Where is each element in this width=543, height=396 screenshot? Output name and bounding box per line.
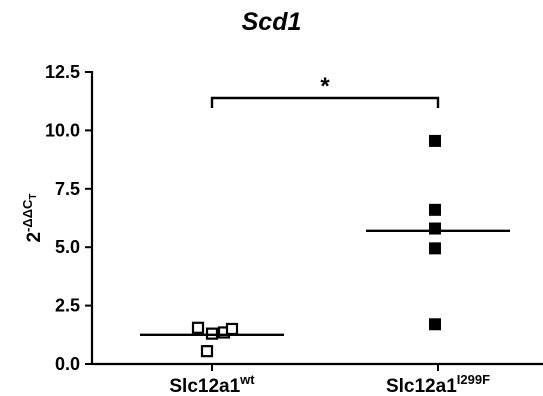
y-tick-label-4: 10.0 xyxy=(45,120,80,140)
point-s0-4 xyxy=(200,345,214,358)
point-s1-3 xyxy=(429,242,441,255)
y-tick-label-5: 12.5 xyxy=(45,62,80,82)
point-s1-2 xyxy=(429,222,441,235)
y-axis-label-group: 2-ΔΔCT xyxy=(20,193,45,242)
y-tick-label-0: 0.0 xyxy=(55,354,80,374)
data-points xyxy=(191,134,441,358)
axes xyxy=(90,71,543,371)
significance-star: * xyxy=(320,73,330,100)
x-category-labels: Slc12a1wt Slc12a1I299F xyxy=(169,372,490,396)
y-tick-label-2: 5.0 xyxy=(55,237,80,257)
point-s0-3 xyxy=(225,322,239,336)
y-tick-label-1: 2.5 xyxy=(55,296,80,316)
y-axis-label: 2-ΔΔCT xyxy=(20,193,45,242)
significance-bracket xyxy=(210,96,440,108)
significance-annotation: * xyxy=(210,73,440,108)
y-tick-label-3: 7.5 xyxy=(55,179,80,199)
chart-title: Scd1 xyxy=(241,8,302,36)
point-s1-1 xyxy=(429,203,441,216)
point-s1-4 xyxy=(429,318,441,331)
x-category-label-1: Slc12a1I299F xyxy=(386,372,490,396)
point-s0-0 xyxy=(191,321,205,334)
point-s1-0 xyxy=(429,134,441,147)
x-category-label-0: Slc12a1wt xyxy=(169,372,255,396)
y-axis-label-text: 2-ΔΔCT xyxy=(20,193,45,242)
y-ticks: 0.0 2.5 5.0 7.5 10.0 12.5 xyxy=(45,62,92,374)
mean-lines xyxy=(140,229,510,336)
